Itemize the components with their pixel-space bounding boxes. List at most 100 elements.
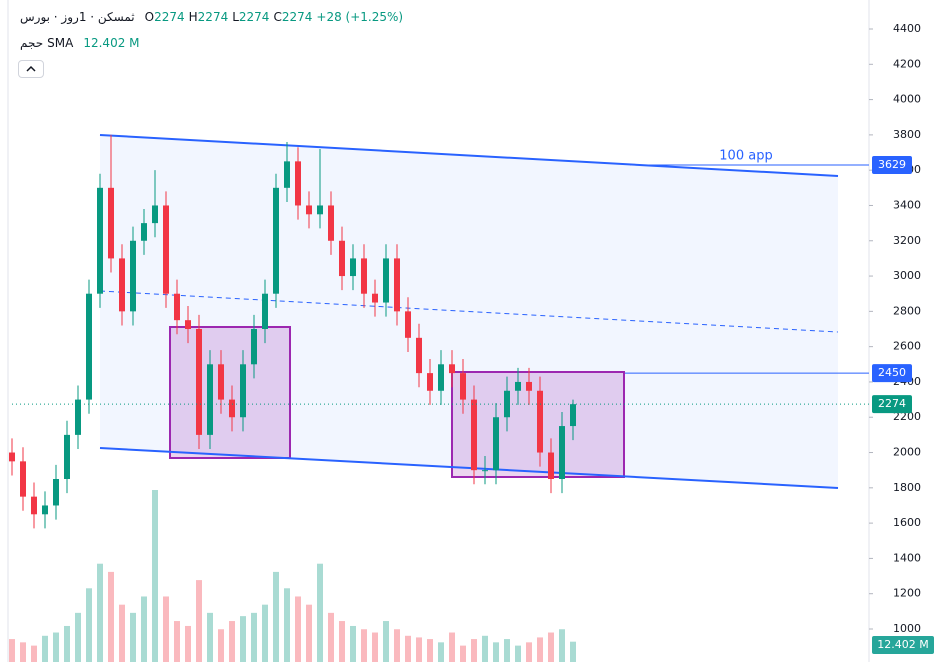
y-tick-label: 2200 xyxy=(893,410,921,423)
volume-bar xyxy=(163,596,169,662)
volume-bar xyxy=(416,637,422,662)
volume-bar xyxy=(361,629,367,662)
volume-bar xyxy=(383,621,389,662)
volume-bar xyxy=(471,639,477,662)
volume-bar xyxy=(438,642,444,662)
candle-body xyxy=(482,470,488,472)
volume-name: حجم xyxy=(20,36,44,50)
volume-bar xyxy=(394,629,400,662)
price-badge-label: 2274 xyxy=(878,397,906,410)
symbol-title: ثمسکن · 1روز · بورس xyxy=(20,10,135,24)
volume-bar xyxy=(317,563,323,662)
volume-bar xyxy=(559,629,565,662)
ohlc-value: 2274 xyxy=(154,10,185,24)
candle-body xyxy=(449,364,455,374)
volume-bar xyxy=(460,645,466,662)
y-tick-label: 2000 xyxy=(893,446,921,459)
candle-body xyxy=(471,399,477,471)
line-label: 100 app xyxy=(719,149,772,164)
candle-body xyxy=(262,293,268,329)
candle-body xyxy=(75,399,81,435)
candle-body xyxy=(196,329,202,435)
y-tick-label: 1400 xyxy=(893,551,921,564)
ohlc-label: H xyxy=(188,10,198,24)
ohlc-value: 2274 xyxy=(238,10,270,24)
candle-body xyxy=(119,258,125,312)
candle-body xyxy=(438,364,444,391)
candle-body xyxy=(273,187,279,294)
volume-bar xyxy=(130,612,136,662)
volume-bar xyxy=(185,625,191,662)
candle-body xyxy=(284,161,290,188)
volume-bar xyxy=(196,580,202,662)
channel-lower xyxy=(99,447,839,489)
candle-body xyxy=(460,373,466,400)
candle-body xyxy=(207,364,213,435)
y-tick-label: 4000 xyxy=(893,93,921,106)
volume-bar xyxy=(372,632,378,662)
price-badge xyxy=(872,395,912,414)
volume-bar xyxy=(449,632,455,662)
candle-body xyxy=(504,390,510,418)
volume-bar xyxy=(284,588,290,662)
volume-bar xyxy=(537,637,543,662)
y-tick-label: 4200 xyxy=(893,57,921,70)
candle-body xyxy=(31,496,37,515)
candle-body xyxy=(218,364,224,400)
candle-body xyxy=(306,205,312,215)
y-tick-label: 1200 xyxy=(893,587,921,600)
ohlc-value: 2274 xyxy=(197,10,229,24)
volume-badge-label: 12.402 M xyxy=(877,638,928,651)
volume-bar xyxy=(152,490,158,662)
candle-body xyxy=(86,293,92,400)
candle-body xyxy=(130,240,136,312)
candle-body xyxy=(152,205,158,224)
candle-body xyxy=(42,505,48,515)
candle-body xyxy=(559,426,565,479)
volume-bar xyxy=(339,621,345,662)
volume-bar xyxy=(350,625,356,662)
ohlc-label: L xyxy=(232,10,239,24)
y-tick-label: 1600 xyxy=(893,516,921,529)
volume-bar xyxy=(75,612,81,662)
volume-bar xyxy=(262,604,268,662)
candle-body xyxy=(383,258,389,303)
volume-bar xyxy=(97,563,103,662)
candle-body xyxy=(427,373,433,391)
candle-body xyxy=(251,329,257,365)
candle-body xyxy=(141,223,147,241)
ohlc-label: O xyxy=(144,10,155,24)
candle-body xyxy=(537,390,543,453)
volume-bar xyxy=(108,571,114,662)
ohlc-value: 2274 xyxy=(281,10,313,24)
candle-body xyxy=(416,337,422,374)
volume-bar xyxy=(306,604,312,662)
volume-bar xyxy=(482,635,488,662)
change: +28 (+1.25%) xyxy=(316,10,404,24)
caret xyxy=(26,65,36,72)
y-tick-label: 2600 xyxy=(893,340,921,353)
volume-legend: حجم SMA 12.402 M xyxy=(20,36,140,50)
candle-body xyxy=(174,293,180,321)
legend-row: ثمسکن · 1روز · بورس O2274 H2274 L2274 C2… xyxy=(20,10,403,24)
volume-bar xyxy=(141,596,147,662)
candle-body xyxy=(515,381,521,391)
candle-body xyxy=(526,381,532,391)
volume-bar xyxy=(295,596,301,662)
volume-bar xyxy=(218,629,224,662)
collapse-button[interactable] xyxy=(18,60,44,78)
candle-body xyxy=(97,187,103,294)
candle-body xyxy=(240,364,246,418)
volume-bar xyxy=(570,641,576,662)
price-badge-label: 2450 xyxy=(878,366,906,379)
candle-body xyxy=(394,258,400,312)
volume-bar xyxy=(515,645,521,662)
candle-body xyxy=(361,258,367,294)
candle-body xyxy=(350,258,356,277)
candle-body xyxy=(339,240,345,277)
candle-body xyxy=(295,161,301,206)
volume-bar xyxy=(504,639,510,662)
volume-bar xyxy=(86,588,92,662)
